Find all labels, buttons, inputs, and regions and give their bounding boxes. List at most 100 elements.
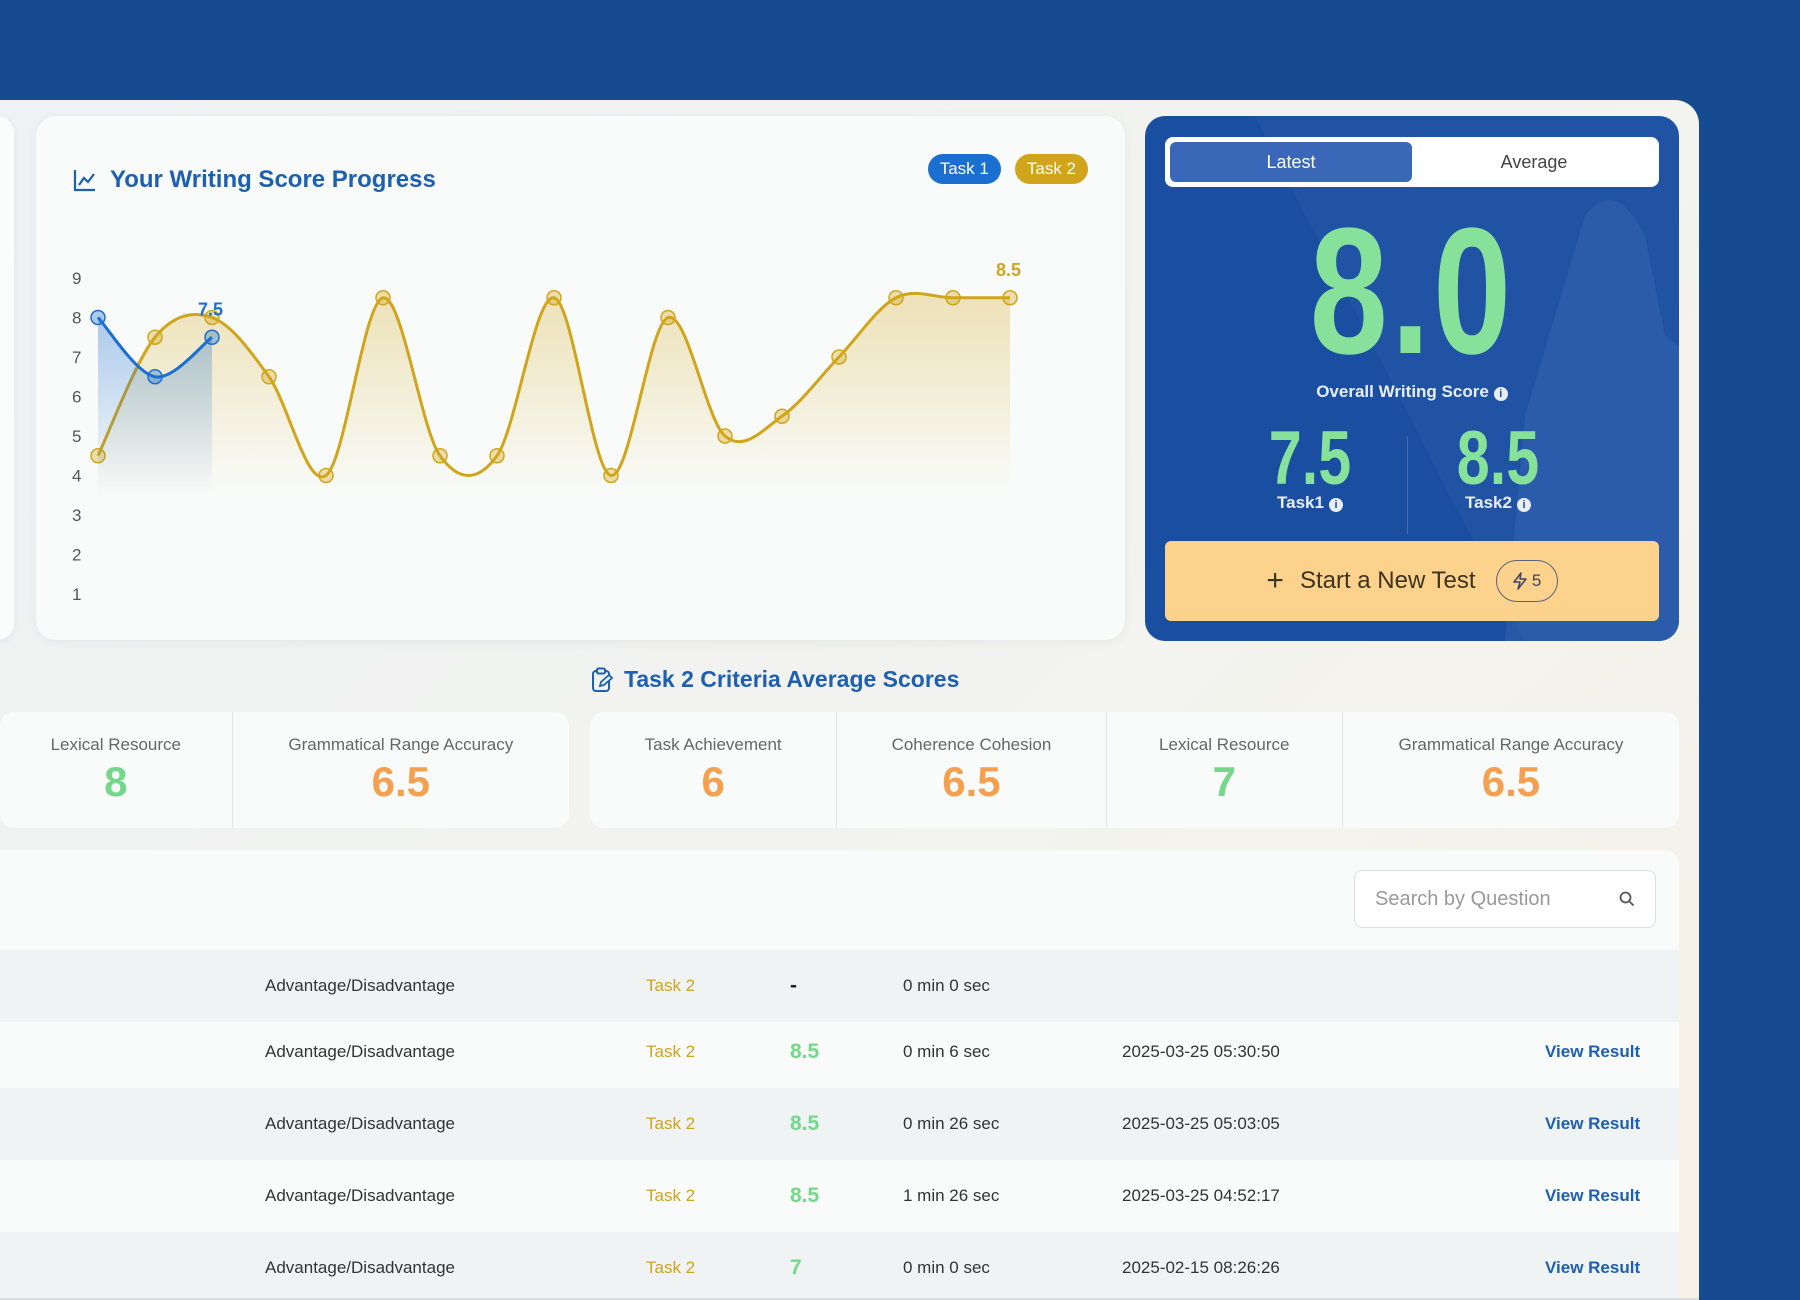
series-last-value-label: 8.5: [996, 260, 1021, 280]
criterion-label: Grammatical Range Accuracy: [288, 735, 514, 754]
background-decoration: [1255, 116, 1679, 641]
criteria-title: Task 2 Criteria Average Scores: [590, 666, 959, 693]
question-type: Advantage/Disadvantage: [265, 976, 455, 995]
y-tick-label: 2: [72, 546, 81, 565]
criterion-label: Lexical Resource: [1159, 735, 1290, 754]
data-point[interactable]: [489, 448, 505, 464]
data-point[interactable]: [888, 290, 904, 306]
y-tick-label: 3: [72, 506, 81, 525]
info-icon[interactable]: i: [1516, 498, 1531, 512]
average-tab[interactable]: Average: [1500, 151, 1568, 172]
score: 7: [790, 1256, 802, 1279]
dashboard-panel: 1 2 3 4 5 6 7 8 9 8.5 7.5 Your Writing Score Progr…: [0, 100, 1699, 1300]
data-point[interactable]: [603, 467, 619, 484]
info-icon[interactable]: i: [1328, 498, 1343, 512]
progress-chart: 1 2 3 4 5 6 7 8 9 8.5 7.5: [72, 260, 1021, 604]
view-result-link[interactable]: View Result: [1545, 1258, 1641, 1277]
overall-score-label-text: Overall Writing Score: [1316, 382, 1489, 401]
table-row[interactable]: Advantage/Disadvantage Task 2 7 0 min 0 …: [0, 1232, 1679, 1300]
criterion-value: 7: [1212, 758, 1236, 805]
y-tick-label: 7: [72, 348, 81, 367]
submitted-date: 2025-03-25 05:03:05: [1122, 1114, 1280, 1133]
task-type: Task 2: [646, 1042, 696, 1061]
data-point[interactable]: [318, 467, 334, 484]
data-point[interactable]: [945, 290, 961, 306]
view-result-link[interactable]: View Result: [1545, 1186, 1641, 1205]
submitted-date: 2025-03-25 04:52:17: [1122, 1186, 1280, 1205]
task2-label-text: Task2: [1465, 493, 1512, 512]
chart-title: Your Writing Score Progress: [72, 166, 436, 194]
view-result-link[interactable]: View Result: [1545, 1042, 1641, 1061]
question-type: Advantage/Disadvantage: [265, 1042, 455, 1061]
overall-score: 8.0: [1309, 191, 1515, 392]
left-card-edge: [0, 116, 14, 640]
data-point[interactable]: [1002, 290, 1018, 306]
criterion-lexical-resource: Lexical Resource 7: [1107, 712, 1343, 828]
series-line: [96, 291, 1010, 479]
criterion-label: Grammatical Range Accuracy: [1398, 735, 1624, 754]
series-line: [96, 316, 213, 379]
data-point[interactable]: [147, 369, 163, 385]
data-point[interactable]: [147, 329, 163, 345]
score: 8.5: [790, 1184, 820, 1207]
question-type: Advantage/Disadvantage: [265, 1186, 455, 1205]
legend-task1[interactable]: Task 1: [927, 154, 1001, 184]
criterion-grammatical-range: Grammatical Range Accuracy 6.5: [233, 712, 569, 828]
legend-task2[interactable]: Task 2: [1014, 154, 1088, 184]
chart-legend: Task 1 Task 2: [927, 154, 1088, 184]
latest-tab[interactable]: Latest: [1170, 142, 1412, 182]
criterion-label: Coherence Cohesion: [891, 735, 1052, 754]
overall-score-label: Overall Writing Score i: [1145, 382, 1679, 402]
chart-title-text: Your Writing Score Progress: [110, 166, 436, 193]
task1-score: 7.5: [1268, 416, 1352, 501]
criterion-label: Lexical Resource: [50, 735, 181, 754]
credits-count: 5: [1531, 571, 1542, 590]
table-row[interactable]: Advantage/Disadvantage Task 2 - 0 min 0 …: [0, 950, 1679, 1022]
criterion-value: 8: [104, 758, 128, 805]
start-new-test-button[interactable]: + Start a New Test 5: [1165, 541, 1659, 621]
y-tick-label: 8: [72, 309, 81, 328]
data-point[interactable]: [546, 290, 562, 306]
task2-label: Task2 i: [1408, 493, 1588, 513]
criterion-value: 6: [701, 758, 725, 805]
criterion-value: 6.5: [371, 758, 430, 805]
task2-score-block: 8.5 Task2 i: [1408, 421, 1588, 513]
y-tick-label: 4: [72, 467, 81, 486]
frame-bottom-edge: [0, 1298, 1699, 1300]
data-point[interactable]: [774, 408, 790, 424]
data-point[interactable]: [90, 309, 106, 326]
search-input[interactable]: Search by Question: [1354, 870, 1656, 928]
score: 8.5: [790, 1040, 820, 1063]
table-row[interactable]: Advantage/Disadvantage Task 2 8.5 0 min …: [0, 1088, 1679, 1160]
series-area: [98, 317, 212, 496]
criterion-value: 6.5: [942, 758, 1001, 805]
criterion-label: Task Achievement: [644, 735, 782, 754]
score-summary-card: Latest Average 8.0 Overall Writing Score…: [1145, 116, 1679, 641]
score-mode-toggle: Latest Average: [1165, 137, 1659, 187]
data-point[interactable]: [831, 349, 847, 365]
search-icon[interactable]: [1619, 891, 1635, 907]
criterion-coherence-cohesion: Coherence Cohesion 6.5: [837, 712, 1107, 828]
start-new-test-label: Start a New Test: [1299, 567, 1476, 594]
score-divider: [1407, 436, 1408, 534]
data-point[interactable]: [204, 309, 220, 326]
view-result-link[interactable]: View Result: [1545, 1114, 1641, 1133]
series-last-value-label: 7.5: [198, 299, 223, 319]
data-point[interactable]: [717, 428, 733, 444]
data-point[interactable]: [660, 309, 676, 326]
data-point[interactable]: [204, 329, 220, 345]
data-point[interactable]: [261, 369, 277, 385]
table-row[interactable]: Advantage/Disadvantage Task 2 8.5 1 min …: [0, 1160, 1679, 1232]
criteria-left-group: Lexical Resource 8 Grammatical Range Acc…: [0, 712, 569, 828]
data-point[interactable]: [432, 448, 448, 464]
search-placeholder: Search by Question: [1375, 887, 1551, 910]
lightning-icon: [1513, 572, 1527, 590]
score: 8.5: [790, 1112, 820, 1135]
data-point[interactable]: [375, 290, 391, 306]
table-row[interactable]: Advantage/Disadvantage Task 2 8.5 0 min …: [0, 1016, 1679, 1088]
task-type: Task 2: [646, 1258, 696, 1277]
criterion-grammatical-range: Grammatical Range Accuracy 6.5: [1343, 712, 1679, 828]
time-spent: 0 min 6 sec: [903, 1042, 990, 1061]
info-icon[interactable]: i: [1493, 387, 1508, 401]
clipboard-edit-icon: [592, 667, 614, 692]
